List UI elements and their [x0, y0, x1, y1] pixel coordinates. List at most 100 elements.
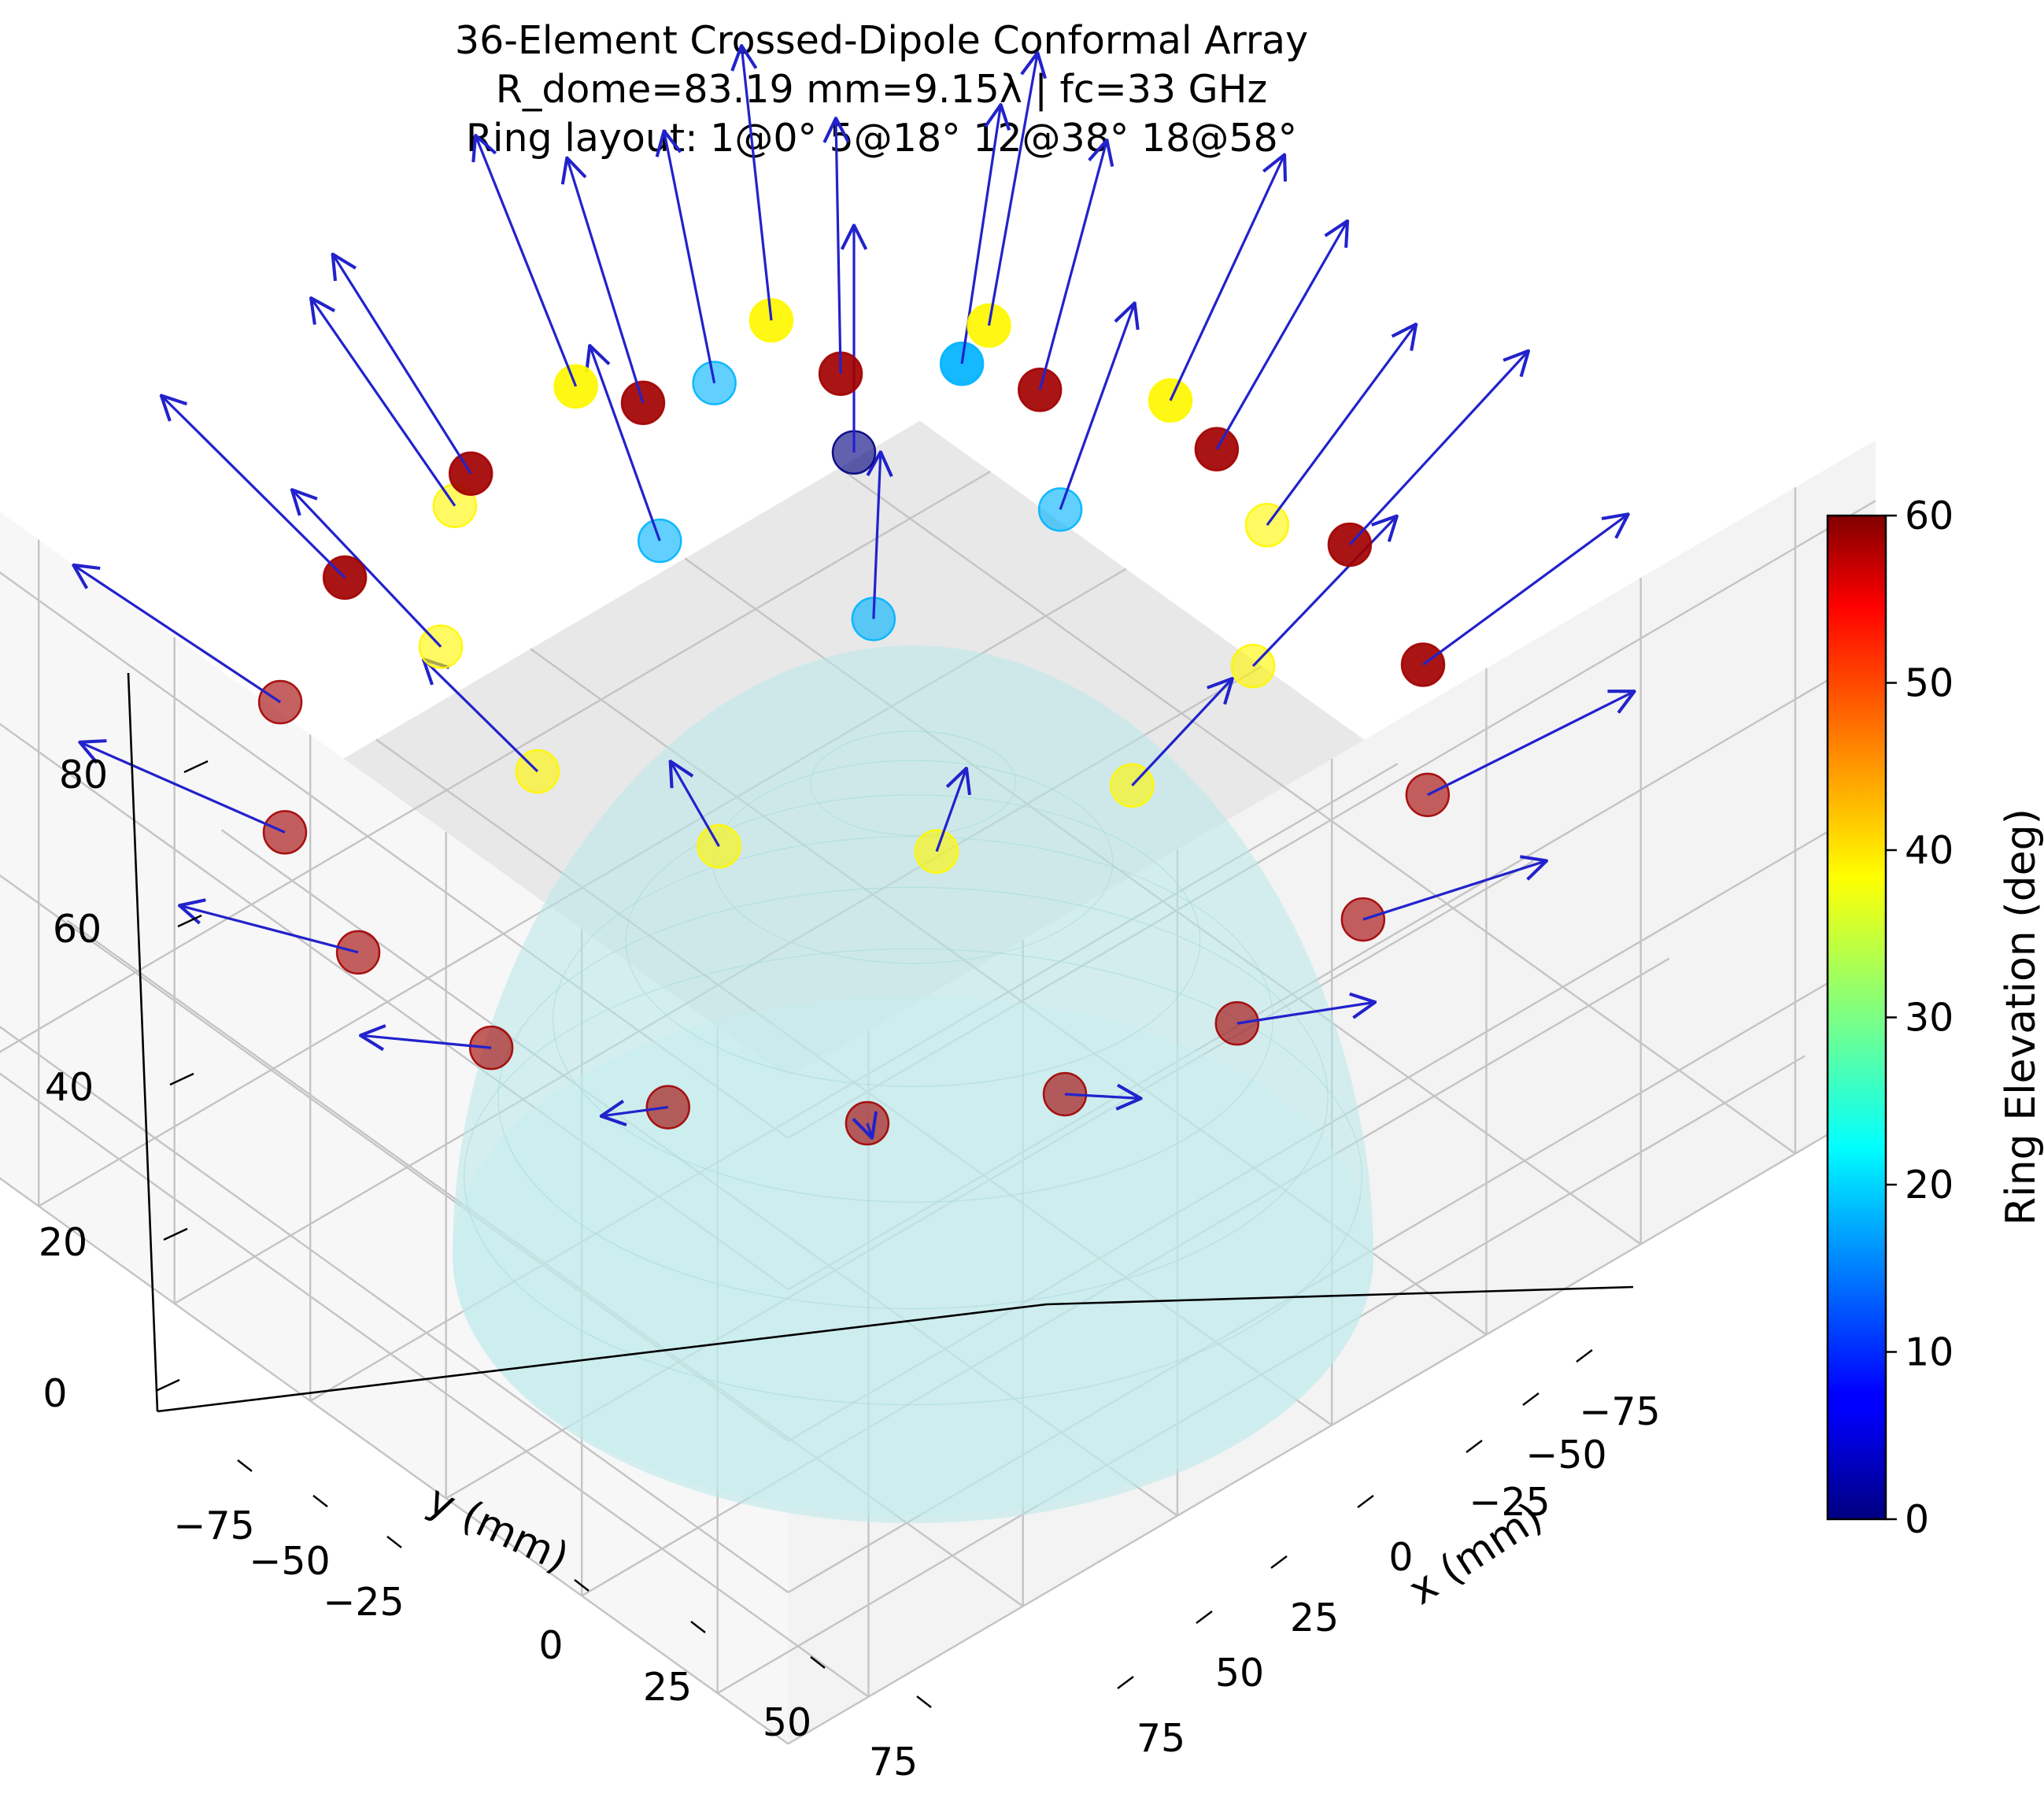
y-tick-label: 25 — [643, 1665, 692, 1710]
x-tick-label: 75 — [1137, 1716, 1185, 1761]
z-tick-mark — [155, 1378, 180, 1392]
colorbar-tick-label: 40 — [1905, 828, 1953, 873]
colorbar-tick-label: 20 — [1905, 1163, 1953, 1207]
element-normal-arrow — [311, 298, 456, 507]
z-tick-mark — [163, 1227, 188, 1241]
chart-title: 36-Element Crossed-Dipole Conformal Arra… — [455, 18, 1308, 161]
z-tick-mark — [177, 914, 202, 928]
element-normal-arrow — [1059, 303, 1135, 510]
colorbar-gradient — [1826, 514, 1887, 1521]
x-tick-label: 0 — [1388, 1535, 1413, 1580]
y-tick-mark — [574, 1579, 590, 1592]
grid-wall-z-b — [787, 1105, 1876, 1745]
x-tick-label: 25 — [1290, 1596, 1339, 1640]
tick-labels: −75−50−250255075−75−50−25025507502040608… — [39, 753, 1661, 1784]
dome-mesh-ring — [497, 886, 1329, 1310]
z-tick-mark — [183, 760, 209, 774]
element-normal-arrow — [79, 742, 286, 834]
y-axis-line — [157, 1303, 1048, 1413]
y-tick-label: −75 — [173, 1503, 254, 1548]
x-tick-mark — [1466, 1440, 1483, 1453]
element-normal-arrow — [836, 118, 841, 374]
element-normal-arrow — [741, 46, 773, 321]
y-tick-mark — [312, 1495, 328, 1507]
y-tick-label: −25 — [323, 1580, 404, 1625]
element-normal-arrow — [1251, 516, 1397, 668]
element-normal-arrow — [73, 565, 281, 704]
grid-floor-y — [838, 467, 1796, 1155]
dome-mesh-ring — [625, 794, 1201, 1087]
element-normal-arrow — [1038, 140, 1107, 390]
x-tick-mark — [1117, 1676, 1134, 1689]
colorbar-label: Ring Elevation (deg) — [1998, 808, 2044, 1226]
element-normal-arrow — [1427, 691, 1635, 797]
element-normal-arrow — [1362, 860, 1547, 921]
element-normal-arrow — [1348, 351, 1528, 546]
z-axis-line — [127, 672, 159, 1412]
element-normal-arrow — [360, 1035, 492, 1048]
x-tick-mark — [1357, 1495, 1374, 1508]
grid-wall-z-a — [0, 1026, 789, 1593]
y-tick-label: −50 — [249, 1539, 330, 1584]
dome-body — [453, 645, 1373, 1523]
element-normal-arrow — [1266, 324, 1416, 527]
colorbar: 0 10 20 30 40 50 60 Ring Elevation (deg) — [1826, 494, 2044, 1542]
y-tick-mark — [237, 1459, 253, 1472]
x-tick-mark — [1270, 1555, 1288, 1569]
colorbar-tick-label: 30 — [1905, 996, 1953, 1041]
element-normal-arrow — [179, 905, 359, 954]
axis-lines — [127, 672, 1634, 1413]
grid-wall-z-a — [0, 1177, 789, 1745]
grid-floor-y — [0, 1072, 870, 1698]
title-line-1: 36-Element Crossed-Dipole Conformal Arra… — [455, 18, 1308, 63]
element-normal-arrow — [1064, 1094, 1141, 1098]
element-normal-arrow — [567, 157, 645, 404]
z-tick-label: 80 — [59, 753, 108, 797]
element-normal-arrow — [874, 452, 881, 619]
element-normal-arrow — [292, 490, 442, 648]
element-normal-arrow — [935, 768, 967, 852]
element-normal-arrow — [664, 131, 716, 383]
element-normal-arrow — [423, 660, 539, 773]
z-tick-label: 0 — [43, 1371, 67, 1416]
dome-mesh-ring — [464, 948, 1362, 1406]
z-tick-label: 20 — [39, 1220, 87, 1265]
element-normal-arrow — [867, 1123, 872, 1138]
y-tick-label: 0 — [538, 1623, 563, 1668]
element-normal-arrow — [1422, 514, 1628, 666]
element-normal-arrow — [475, 135, 578, 387]
element-normal-arrow — [671, 761, 720, 847]
element-normal-arrow — [333, 254, 472, 475]
element-normal-arrow — [1169, 154, 1284, 401]
x-tick-mark — [1576, 1349, 1593, 1363]
y-tick-label: 50 — [763, 1700, 811, 1745]
y-tick-mark — [810, 1656, 826, 1669]
dome-surface — [453, 645, 1373, 1523]
colorbar-tick-label: 50 — [1905, 661, 1953, 706]
x-tick-label: 50 — [1215, 1651, 1264, 1696]
y-tick-mark — [386, 1536, 402, 1548]
array-elements — [73, 46, 1635, 1146]
element-normal-arrow — [1131, 679, 1232, 786]
colorbar-tick-label: 60 — [1905, 494, 1953, 538]
x-axis-line — [1046, 1285, 1634, 1306]
x-tick-mark — [1522, 1392, 1539, 1406]
element-normal-arrow — [601, 1108, 668, 1116]
dome-mesh-ring — [810, 730, 1016, 836]
z-tick-label: 60 — [53, 907, 102, 952]
colorbar-tick-label: 10 — [1905, 1330, 1953, 1375]
colorbar-tick-label: 0 — [1905, 1497, 1929, 1542]
colorbar-ticks: 0 10 20 30 40 50 60 — [1886, 494, 1953, 1542]
dome-rim — [453, 996, 1373, 1515]
z-tick-label: 40 — [45, 1065, 94, 1110]
element-normal-arrow — [987, 53, 1037, 326]
dome-mesh-ring — [553, 836, 1273, 1203]
element-normal-arrow — [1236, 1002, 1376, 1025]
x-tick-label: −50 — [1525, 1433, 1606, 1477]
y-tick-label: 75 — [869, 1740, 918, 1784]
x-tick-mark — [1196, 1611, 1213, 1624]
title-line-2: R_dome=83.19 mm=9.15λ | fc=33 GHz — [496, 67, 1267, 112]
z-tick-mark — [169, 1072, 194, 1086]
x-tick-label: −25 — [1469, 1480, 1550, 1525]
